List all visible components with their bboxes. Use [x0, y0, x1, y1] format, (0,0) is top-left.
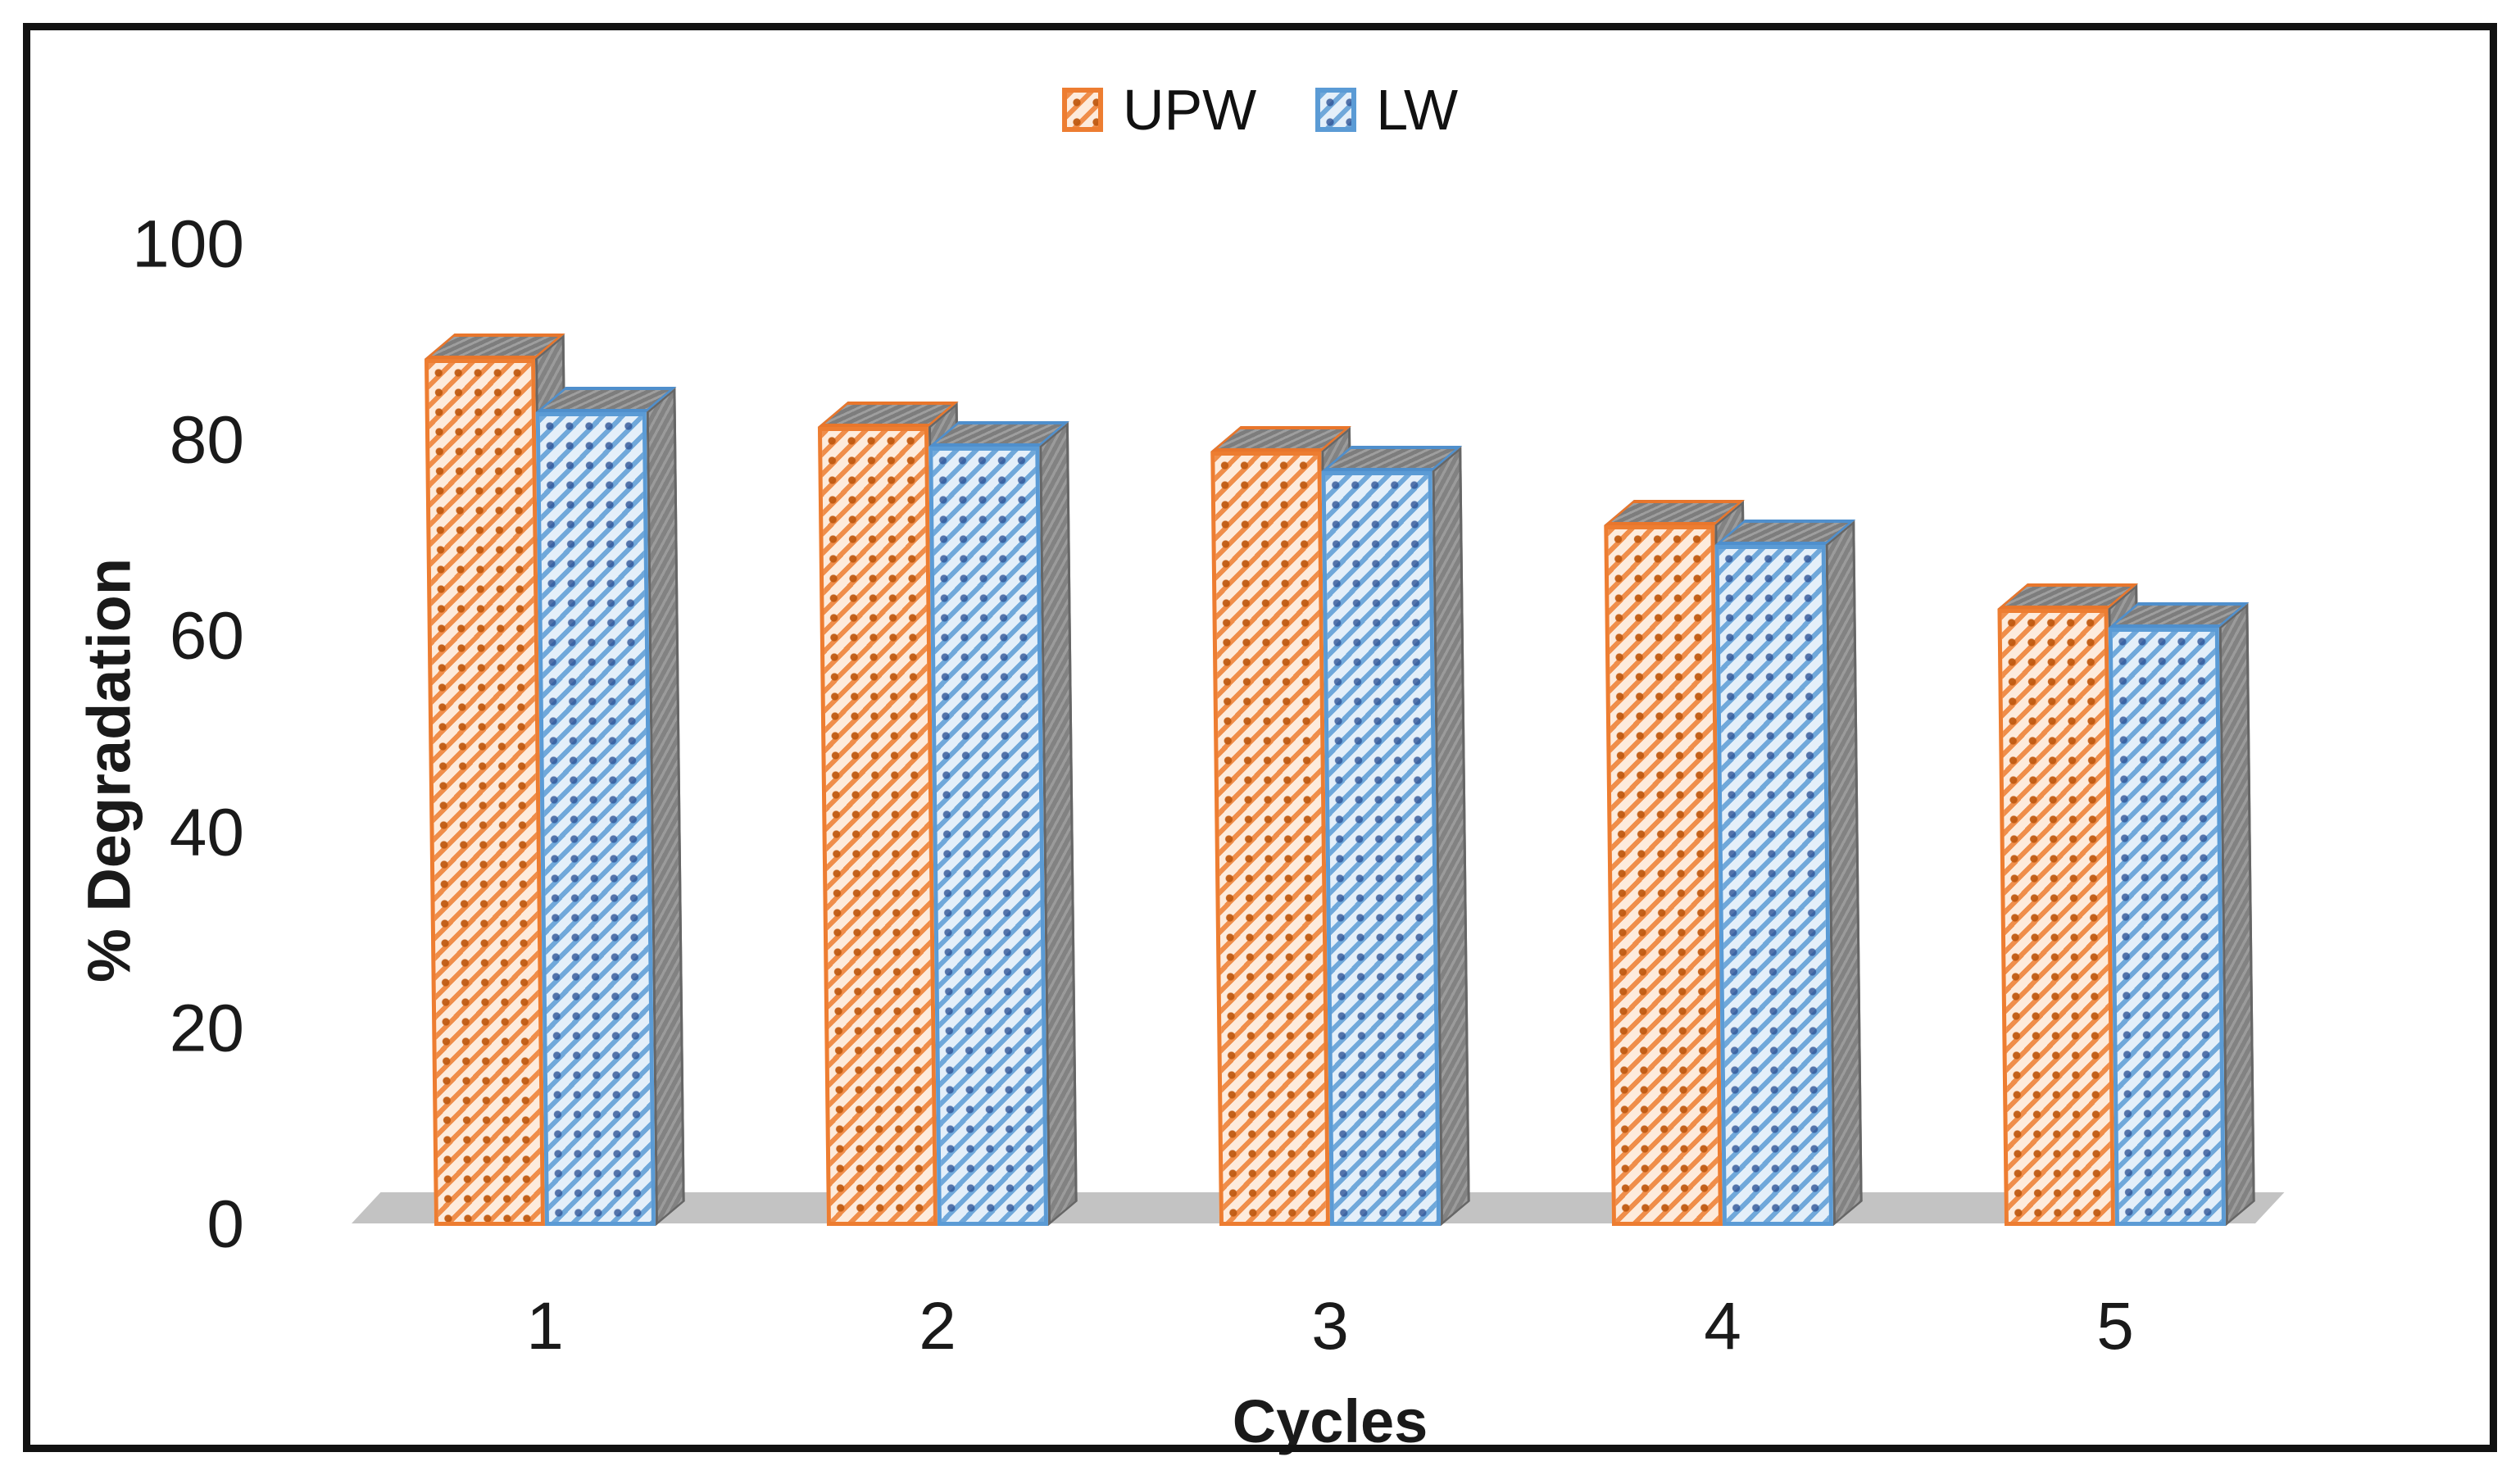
y-tick-20: 20 [169, 991, 244, 1066]
x-category-4: 4 [1704, 1289, 1741, 1364]
y-tick-100: 100 [132, 206, 244, 282]
bar-lw-cycle-4 [1714, 520, 1863, 1226]
y-tick-60: 60 [169, 598, 244, 674]
bar-front-face-upw-3 [1210, 452, 1330, 1226]
y-tick-80: 80 [169, 402, 244, 478]
legend: UPW LW [0, 75, 2520, 144]
legend-label-lw: LW [1376, 78, 1459, 142]
bar-front-face-upw-4 [1604, 525, 1723, 1226]
bar-lw-cycle-5 [2108, 602, 2255, 1226]
x-category-5: 5 [2096, 1289, 2134, 1364]
x-axis-title: Cycles [1232, 1387, 1428, 1455]
x-category-3: 3 [1311, 1289, 1349, 1364]
legend-item-lw: LW [1315, 81, 1458, 138]
bar-front-face-lw-3 [1321, 471, 1441, 1226]
bar-lw-cycle-1 [535, 387, 685, 1226]
legend-label-upw: UPW [1122, 78, 1257, 142]
bar-front-face-upw-5 [1997, 609, 2115, 1226]
legend-item-upw: UPW [1061, 78, 1257, 142]
legend-swatch-lw-icon [1315, 88, 1357, 132]
x-category-2: 2 [919, 1289, 956, 1364]
y-tick-0: 0 [207, 1187, 244, 1262]
bar-front-face-lw-2 [929, 447, 1048, 1226]
bar-lw-cycle-3 [1321, 446, 1470, 1226]
bar-front-face-upw-2 [817, 427, 938, 1226]
y-tick-40: 40 [169, 795, 244, 870]
bar-lw-cycle-2 [929, 421, 1078, 1226]
bar-front-face-upw-1 [424, 359, 545, 1226]
bar-front-face-lw-1 [535, 412, 656, 1226]
x-category-1: 1 [526, 1289, 564, 1364]
bar-front-face-lw-5 [2108, 628, 2226, 1226]
legend-swatch-upw-icon [1061, 88, 1103, 132]
bar-front-face-lw-4 [1714, 545, 1833, 1226]
